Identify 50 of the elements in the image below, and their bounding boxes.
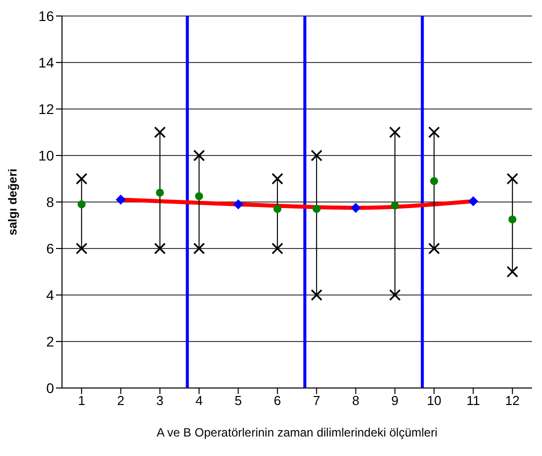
- y-tick-label: 0: [46, 380, 54, 396]
- point: [389, 289, 401, 301]
- point: [310, 289, 322, 301]
- point: [193, 150, 205, 162]
- point: [273, 204, 282, 213]
- point: [390, 201, 399, 210]
- x-tick-label: 11: [466, 393, 480, 408]
- point: [468, 196, 478, 206]
- point: [156, 188, 164, 197]
- x-tick-label: 4: [195, 393, 203, 408]
- point: [76, 242, 88, 254]
- point: [76, 172, 88, 185]
- x-tick-label: 6: [274, 393, 282, 408]
- x-tick-label: 7: [312, 393, 320, 408]
- y-tick-label: 4: [46, 286, 54, 303]
- x-tick-label: 8: [352, 393, 360, 408]
- point: [430, 177, 438, 186]
- x-tick-label: 3: [156, 393, 164, 408]
- y-tick-label: 14: [38, 54, 54, 70]
- point: [272, 242, 284, 254]
- x-tick-label: 10: [426, 393, 442, 408]
- point: [389, 126, 401, 138]
- point: [428, 242, 440, 254]
- point: [78, 200, 86, 208]
- y-tick-label: 12: [38, 100, 54, 117]
- y-tick-label: 6: [46, 240, 54, 256]
- x-tick-label: 1: [78, 393, 86, 408]
- y-tick-label: 8: [46, 194, 54, 210]
- x-tick-label: 12: [505, 393, 520, 408]
- point: [506, 172, 518, 185]
- x-tick-label: 2: [117, 393, 124, 408]
- point: [508, 215, 516, 224]
- point: [428, 126, 440, 138]
- point: [310, 150, 322, 162]
- x-axis-title: A ve B Operatörlerinin zaman dilimlerindeki ölçümleri: [156, 426, 438, 440]
- point: [116, 194, 126, 205]
- x-tick-label: 9: [391, 393, 399, 408]
- point: [193, 242, 205, 254]
- y-tick-label: 16: [38, 8, 54, 24]
- x-tick-label: 5: [234, 393, 242, 408]
- point: [195, 192, 204, 200]
- point: [350, 202, 361, 213]
- point: [154, 242, 166, 254]
- y-tick-label: 10: [38, 147, 54, 164]
- y-tick-label: 2: [46, 333, 54, 350]
- point: [506, 266, 518, 278]
- point: [154, 126, 166, 138]
- point: [233, 199, 244, 210]
- point: [312, 204, 321, 213]
- point: [272, 172, 284, 185]
